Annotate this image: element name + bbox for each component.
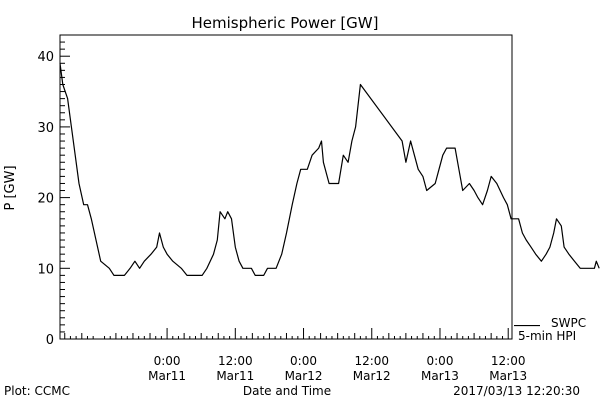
x-tick-date-label: Mar13 [421,369,459,383]
x-tick-time-label: 0:00 [427,354,454,368]
y-tick-label: 20 [37,192,54,207]
y-tick-label: 40 [37,50,54,65]
series-group [59,63,600,276]
x-axis-ticks: 0:00Mar1112:00Mar110:00Mar1212:00Mar120:… [64,328,527,383]
legend-label-hpi: 5-min HPI [518,329,576,343]
y-tick-label: 10 [37,262,54,277]
y-tick-label: 30 [37,121,54,136]
y-axis-ticks: 0 10 20 30 40 [37,34,70,348]
footer-timestamp: 2017/03/13 12:20:30 [453,384,580,398]
legend-label-swpc: SWPC [551,316,586,330]
x-tick-time-label: 0:00 [290,354,317,368]
x-tick-time-label: 0:00 [154,354,181,368]
x-tick-date-label: Mar12 [353,369,391,383]
x-axis-label: Date and Time [243,384,331,398]
y-axis-label: P [GW] [3,165,18,210]
x-tick-time-label: 12:00 [354,354,389,368]
chart-title: Hemispheric Power [GW] [192,14,379,32]
plot-frame [59,34,513,340]
footer-plot-credit: Plot: CCMC [4,384,70,398]
x-tick-date-label: Mar11 [216,369,254,383]
x-tick-time-label: 12:00 [491,354,526,368]
x-tick-time-label: 12:00 [218,354,253,368]
x-tick-date-label: Mar12 [285,369,323,383]
x-tick-date-label: Mar11 [148,369,186,383]
series-line-swpc [59,63,600,276]
x-tick-date-label: Mar13 [489,369,527,383]
y-tick-label: 0 [46,333,54,348]
